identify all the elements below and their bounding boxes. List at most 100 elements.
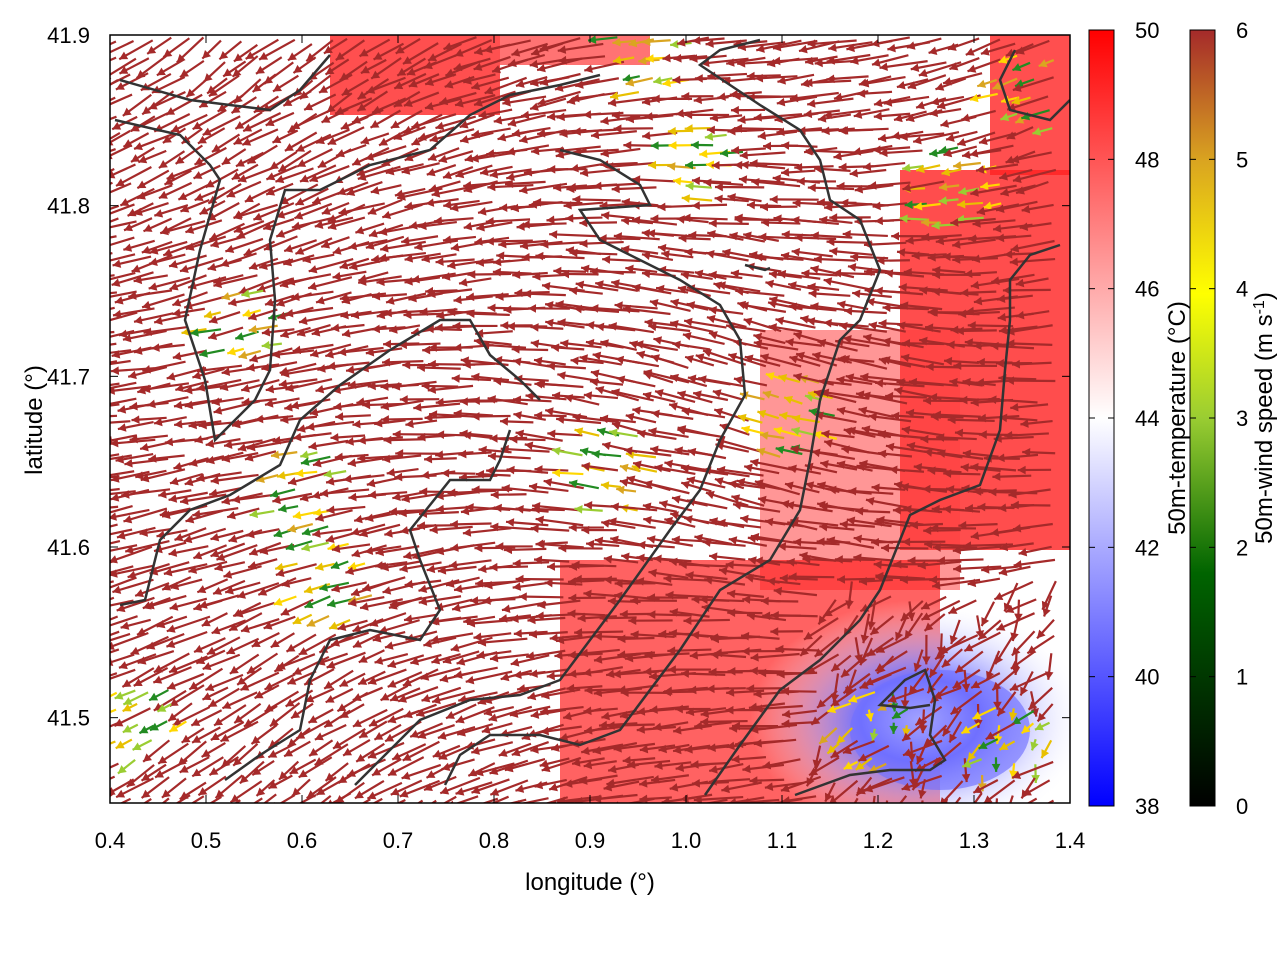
- wind-vector-head: [419, 307, 428, 316]
- wind-vector-head: [930, 523, 939, 533]
- wind-vector-head: [868, 813, 877, 821]
- wind-vector-head: [180, 69, 189, 78]
- wind-vector-head: [140, 473, 150, 483]
- wind-vector-head: [840, 198, 849, 208]
- wind-vector: [952, 545, 1002, 552]
- wind-vector-head: [600, 481, 610, 490]
- wind-vector: [361, 798, 371, 803]
- wind-vector-head: [579, 218, 588, 228]
- wind-vector-head: [335, 52, 345, 61]
- wind-vector-head: [823, 277, 833, 286]
- wind-vector-head: [1030, 707, 1039, 717]
- wind-vector-head: [112, 121, 122, 130]
- wind-vector-head: [251, 639, 261, 647]
- wind-vector-head: [405, 419, 414, 429]
- wind-vector-head: [920, 434, 929, 444]
- wind-vector-head: [288, 477, 297, 486]
- wind-vector-head: [931, 504, 940, 514]
- wind-vector-head: [871, 58, 881, 67]
- wind-vector-head: [242, 137, 252, 146]
- wind-vector-head: [84, 475, 92, 484]
- wind-vector-head: [417, 432, 426, 442]
- wind-vector-head: [197, 135, 207, 144]
- wind-vector-head: [474, 46, 483, 56]
- wind-vector: [732, 503, 781, 513]
- wind-vector-head: [291, 121, 301, 130]
- wind-vector-head: [426, 564, 436, 574]
- wind-vector-head: [237, 590, 246, 599]
- wind-vector-head: [601, 211, 610, 220]
- wind-vector-head: [110, 139, 114, 146]
- wind-vector: [754, 255, 804, 261]
- wind-vector-head: [276, 210, 286, 219]
- wind-vector-head: [431, 189, 441, 198]
- wind-vector-head: [826, 536, 836, 545]
- wind-vector-head: [834, 555, 843, 564]
- wind-vector-head: [952, 240, 961, 249]
- contour-line: [119, 318, 541, 607]
- wind-vector-head: [941, 167, 951, 177]
- wind-vector-head: [476, 223, 485, 232]
- wind-vector-head: [528, 629, 538, 639]
- wind-vector-head: [515, 429, 525, 439]
- wind-vector-head: [970, 398, 979, 407]
- wind-vector-head: [376, 277, 385, 287]
- wind-vector: [746, 95, 797, 99]
- wind-vector-head: [872, 201, 881, 211]
- wind-vector-head: [243, 123, 253, 132]
- wind-vector-head: [683, 616, 692, 626]
- wind-vector-head: [945, 485, 955, 494]
- wind-vector-head: [519, 135, 528, 144]
- wind-vector: [110, 271, 136, 281]
- wind-vector-head: [552, 468, 561, 478]
- wind-vector-head: [691, 779, 700, 788]
- wind-vector-head: [471, 746, 480, 755]
- wind-vector-head: [451, 374, 460, 383]
- wind-vector: [110, 504, 133, 514]
- wind-vector-head: [537, 600, 546, 610]
- wind-vector-head: [643, 369, 653, 378]
- wind-vector-head: [542, 281, 551, 291]
- wind-vector: [110, 253, 136, 262]
- wind-vector: [110, 434, 138, 442]
- wind-vector-head: [458, 278, 468, 287]
- wind-vector-head: [671, 535, 680, 545]
- wind-vector-head: [595, 386, 605, 395]
- wind-vector-head: [691, 201, 700, 210]
- wind-vector-head: [837, 300, 846, 309]
- wind-vector-head: [586, 539, 595, 549]
- wind-vector-head: [447, 260, 456, 270]
- wind-vector-head: [501, 604, 511, 614]
- wind-vector-head: [506, 321, 515, 331]
- wind-vector-head: [976, 357, 985, 367]
- wind-vector-head: [686, 284, 696, 293]
- wind-vector-head: [490, 522, 499, 532]
- wind-vector-head: [867, 621, 876, 630]
- wind-vector: [110, 56, 117, 62]
- wind-vector-head: [359, 529, 369, 538]
- wind-vector-head: [470, 596, 479, 605]
- wind-vector-field: [84, 35, 1057, 822]
- wind-vector-head: [341, 87, 351, 96]
- wind-vector: [110, 403, 120, 407]
- wind-vector-head: [1006, 376, 1014, 385]
- wind-vector-head: [133, 678, 143, 686]
- wind-vector-head: [688, 685, 697, 695]
- wind-vector-head: [641, 229, 651, 238]
- wind-vector-head: [129, 434, 138, 444]
- wind-vector-head: [644, 112, 653, 121]
- wind-vector-head: [332, 271, 342, 281]
- wind-vector-head: [862, 391, 871, 401]
- wind-vector-head: [627, 760, 636, 769]
- wind-vector-head: [821, 429, 830, 439]
- wind-vector-head: [210, 239, 220, 248]
- contour-line: [998, 49, 1070, 122]
- wind-vector-head: [725, 705, 734, 715]
- wind-vector-head: [598, 720, 608, 730]
- wind-vector-head: [644, 318, 653, 327]
- wind-vector-head: [523, 167, 533, 177]
- wind-vector-head: [404, 814, 413, 822]
- wind-vector-head: [843, 685, 853, 694]
- wind-vector-head: [527, 691, 537, 701]
- wind-vector-head: [925, 362, 934, 372]
